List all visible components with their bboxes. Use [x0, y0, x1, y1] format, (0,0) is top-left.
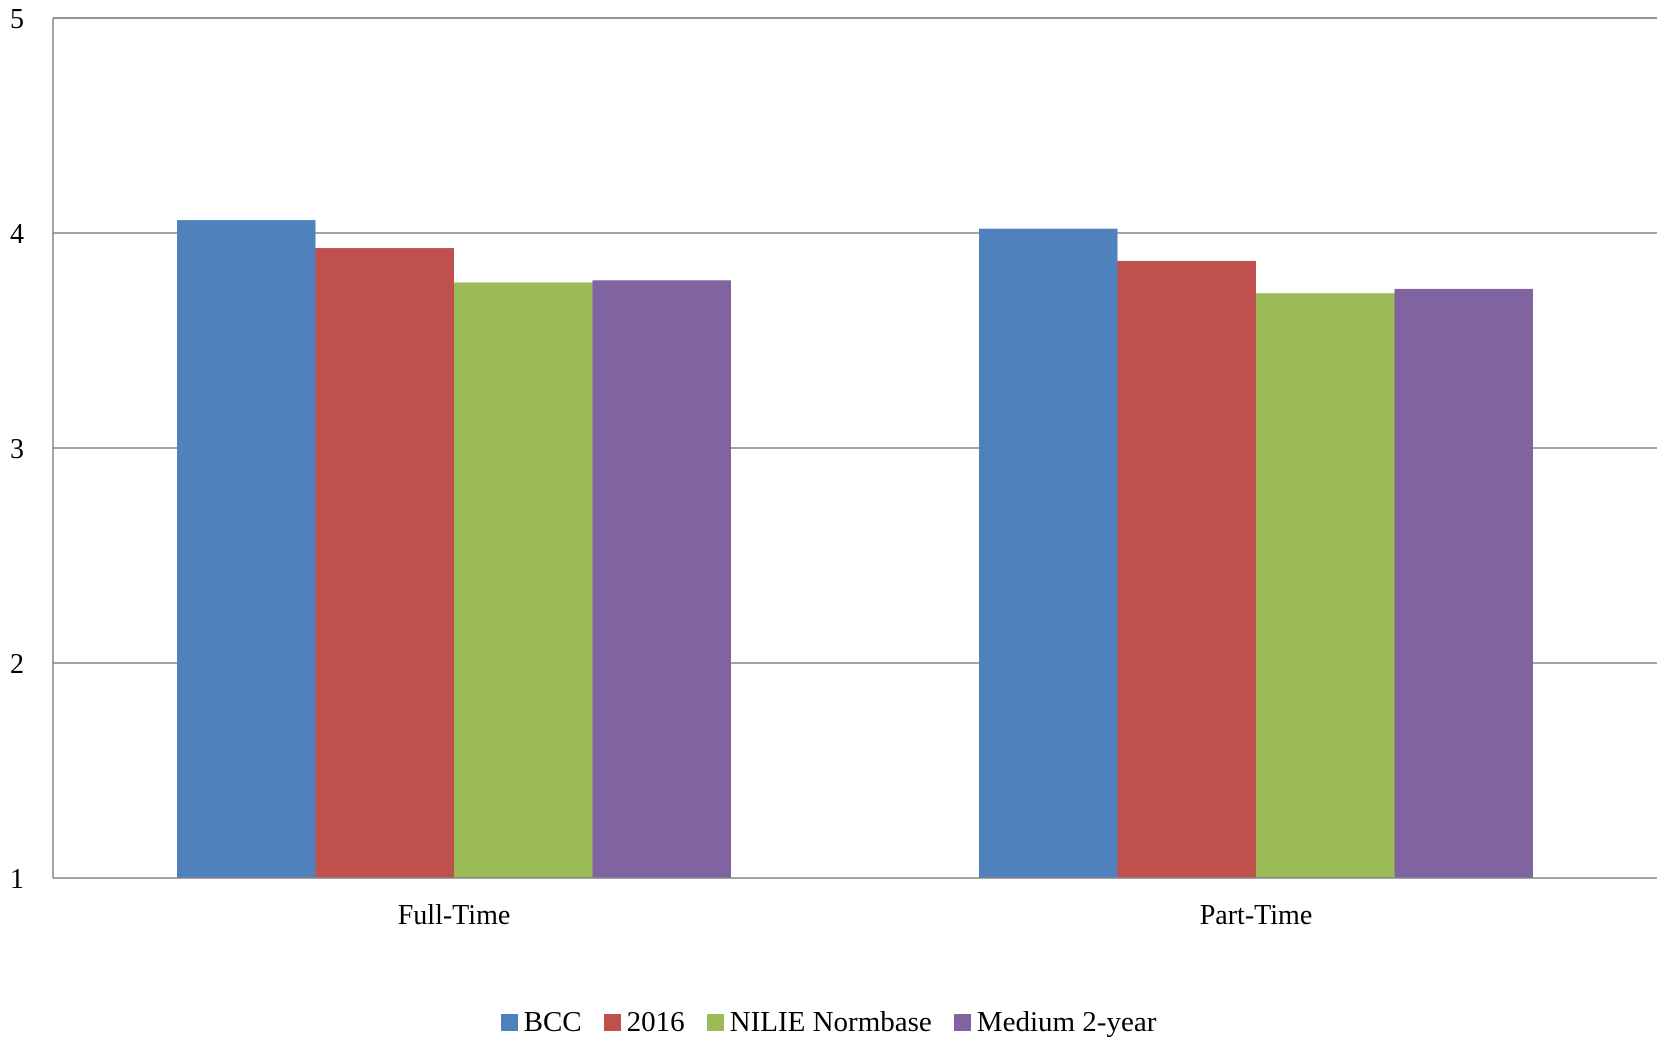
bar — [979, 228, 1118, 878]
legend-label: Medium 2-year — [976, 1005, 1157, 1038]
legend-label: BCC — [523, 1005, 582, 1038]
legend-label: 2016 — [626, 1005, 685, 1038]
legend-item: 2016 — [603, 1005, 685, 1039]
legend-item: BCC — [500, 1005, 582, 1039]
bar — [1394, 288, 1533, 878]
y-tick-label: 5 — [10, 4, 24, 35]
legend-swatch — [603, 1013, 621, 1031]
axes — [52, 17, 1657, 879]
legend-item: NILIE Normbase — [706, 1005, 932, 1039]
legend-swatch — [500, 1013, 518, 1031]
legend-item: Medium 2-year — [953, 1005, 1157, 1039]
y-tick-label: 3 — [10, 434, 24, 465]
x-tick-label: Part-Time — [1200, 900, 1313, 931]
bar — [315, 248, 454, 879]
bar — [454, 282, 593, 878]
y-tick-label: 1 — [10, 864, 24, 895]
axis-labels: 1 2 3 4 5 Full-Time Part-Time — [10, 4, 1312, 931]
legend-swatch — [706, 1013, 724, 1031]
x-tick-label: Full-Time — [398, 900, 511, 931]
bar — [592, 280, 731, 878]
bars — [177, 220, 1533, 879]
y-tick-label: 2 — [10, 649, 24, 680]
bar — [1117, 260, 1256, 878]
y-tick-label: 4 — [10, 219, 24, 250]
bar — [1256, 293, 1395, 878]
legend-swatch — [953, 1013, 971, 1031]
legend: BCC 2016 NILIE Normbase Medium 2-year — [0, 1002, 1657, 1042]
legend-label: NILIE Normbase — [729, 1005, 932, 1038]
bar — [177, 220, 316, 879]
